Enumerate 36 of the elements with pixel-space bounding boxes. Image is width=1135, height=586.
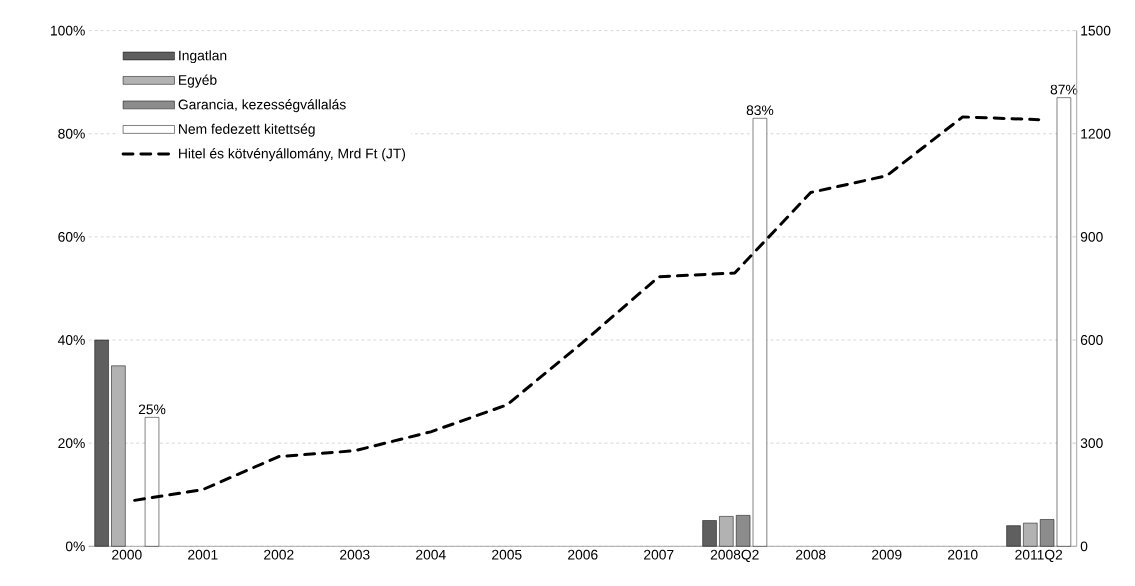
data-label: 25%: [138, 404, 166, 415]
legend-label: Ingatlan: [179, 50, 227, 64]
legend-label: Egyéb: [179, 74, 217, 88]
y-tick-label: 80%: [58, 128, 85, 139]
legend-label: Garancia, kezességvállalás: [178, 99, 346, 113]
x-tick-label: 2010: [948, 549, 978, 560]
x-tick-label: 2008Q2: [710, 549, 759, 563]
y2-tick-label: 300: [1080, 438, 1103, 449]
x-tick-label: 2005: [492, 549, 522, 560]
data-label: 87%: [1050, 84, 1078, 95]
bar: [702, 520, 717, 547]
y2-tick-label: 900: [1080, 232, 1103, 242]
x-tick-label: 2002: [264, 549, 294, 560]
x-tick-label: 2001: [188, 549, 218, 560]
x-tick-label: 2004: [416, 549, 446, 560]
x-tick-label: 2006: [568, 549, 598, 560]
bar: [1006, 525, 1021, 547]
y2-tick-label: 1200: [1081, 128, 1111, 139]
y-tick-label: 60%: [58, 232, 85, 242]
x-tick-label: 2003: [340, 549, 370, 560]
y-tick-label: 20%: [58, 438, 85, 449]
x-tick-label: 2007: [644, 549, 674, 560]
y2-tick-label: 1500: [1081, 25, 1111, 36]
legend-label: Nem fedezett kitettség: [179, 123, 315, 137]
y2-tick-label: 600: [1080, 335, 1103, 346]
x-tick-label: 2011Q2: [1015, 549, 1063, 563]
y2-tick-label: 0: [1080, 541, 1088, 552]
bar: [94, 339, 109, 547]
x-tick-label: 2009: [872, 549, 902, 560]
legend-label: Hitel és kötvényállomány, Mrd Ft (JT): [179, 148, 406, 162]
y-tick-label: 40%: [57, 335, 85, 346]
y-tick-label: 100%: [51, 25, 85, 36]
y-tick-label: 0%: [65, 541, 85, 552]
data-label: 83%: [746, 105, 774, 116]
x-tick-label: 2000: [112, 549, 142, 560]
x-tick-label: 2008: [796, 549, 826, 560]
